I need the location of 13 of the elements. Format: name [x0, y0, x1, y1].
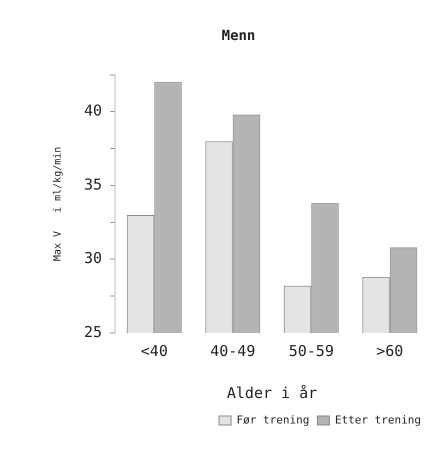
x-tick-label: >60: [376, 342, 404, 360]
legend-label: Etter trening: [334, 413, 421, 426]
x-tick-label: 50-59: [288, 342, 334, 360]
legend-label: Før trening: [236, 413, 310, 426]
y-tick-label: 25: [84, 322, 102, 341]
x-axis-title: Alder i år: [226, 384, 318, 402]
x-tick-label: <40: [140, 342, 168, 360]
chart-title: Menn: [222, 28, 256, 44]
x-tick-label: 40-49: [210, 342, 256, 360]
y-tick-label: 35: [84, 175, 102, 194]
y-tick-label: 40: [84, 102, 102, 120]
y-tick-label: 30: [84, 249, 102, 268]
y-axis-title: Max V i ml/kg/min: [52, 146, 64, 262]
